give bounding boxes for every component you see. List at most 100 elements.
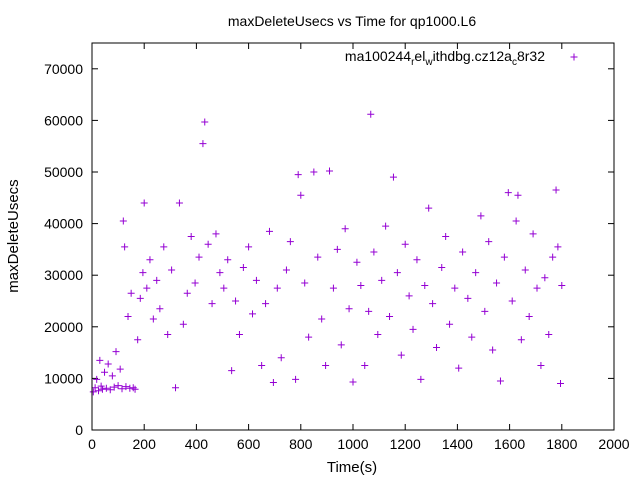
data-point xyxy=(110,383,118,391)
data-point xyxy=(472,269,480,277)
data-point xyxy=(442,233,450,240)
data-point xyxy=(164,331,172,339)
data-point xyxy=(249,310,257,318)
x-tick-label: 1200 xyxy=(390,436,421,452)
x-tick-label: 1000 xyxy=(337,436,368,452)
data-point xyxy=(386,312,394,320)
data-point xyxy=(301,279,309,287)
data-point xyxy=(504,189,512,197)
data-point xyxy=(481,307,489,315)
data-point xyxy=(322,362,330,369)
data-point xyxy=(294,171,302,179)
data-point xyxy=(91,384,99,392)
data-point xyxy=(134,336,142,344)
legend-marker-symbol xyxy=(570,53,578,61)
y-tick-label: 0 xyxy=(75,422,83,438)
data-point xyxy=(361,362,369,369)
data-point xyxy=(496,377,504,385)
data-point xyxy=(265,227,273,235)
data-point xyxy=(216,269,224,277)
data-point xyxy=(235,331,243,339)
data-point xyxy=(96,356,104,364)
data-point xyxy=(160,243,168,251)
data-point xyxy=(393,269,401,277)
data-point xyxy=(477,212,485,220)
data-point xyxy=(208,300,216,308)
data-point xyxy=(146,256,154,264)
data-point xyxy=(195,253,203,261)
data-point xyxy=(262,300,270,308)
data-point xyxy=(118,385,126,393)
data-point xyxy=(212,230,220,238)
data-point xyxy=(349,378,357,386)
data-point xyxy=(114,382,122,390)
x-tick-label: 800 xyxy=(289,436,313,452)
data-point xyxy=(333,245,341,253)
data-point xyxy=(556,380,564,388)
data-point xyxy=(127,289,135,297)
data-point xyxy=(382,222,390,230)
data-point xyxy=(224,256,232,264)
x-axis-label: Time(s) xyxy=(327,459,377,476)
data-point xyxy=(464,294,472,302)
data-point xyxy=(220,284,228,292)
data-point xyxy=(310,168,318,176)
y-axis-label: maxDeleteUsecs xyxy=(5,179,22,292)
data-point xyxy=(153,276,161,284)
data-point xyxy=(297,191,305,199)
data-point xyxy=(292,375,300,383)
data-point xyxy=(397,351,405,359)
data-point xyxy=(413,256,421,264)
data-point xyxy=(140,199,148,207)
x-tick-label: 1400 xyxy=(442,436,473,452)
data-point xyxy=(425,204,433,212)
chart-title: maxDeleteUsecs vs Time for qp1000.L6 xyxy=(228,13,476,29)
data-point xyxy=(273,284,281,292)
data-point xyxy=(93,375,101,383)
data-point xyxy=(326,167,334,175)
data-point xyxy=(282,266,290,274)
data-point xyxy=(378,276,386,284)
data-point xyxy=(401,240,409,248)
x-tick-label: 0 xyxy=(88,436,96,452)
data-point xyxy=(337,341,345,349)
data-point xyxy=(558,282,566,290)
data-point xyxy=(143,284,151,292)
data-point xyxy=(329,284,337,292)
data-point xyxy=(405,292,413,300)
data-point xyxy=(168,266,176,274)
data-point xyxy=(116,365,124,373)
data-point xyxy=(370,248,378,256)
data-point xyxy=(121,243,129,251)
data-point xyxy=(438,263,446,271)
data-point xyxy=(374,331,382,339)
data-point xyxy=(126,384,134,392)
data-point xyxy=(104,360,112,368)
data-point xyxy=(409,325,417,333)
data-point xyxy=(545,331,553,339)
legend-label: ma100244relwithdbg.cz12ac8r32 xyxy=(345,48,545,68)
data-point xyxy=(277,354,285,362)
data-point xyxy=(286,238,294,246)
data-point xyxy=(98,385,106,393)
data-point xyxy=(451,284,459,292)
data-point xyxy=(122,383,130,391)
data-point xyxy=(508,297,516,305)
data-point xyxy=(367,110,375,118)
data-point xyxy=(417,375,425,383)
data-point xyxy=(108,372,116,380)
data-point xyxy=(429,300,437,308)
plot-frame xyxy=(91,42,615,431)
data-point xyxy=(204,240,212,248)
y-tick-label: 20000 xyxy=(44,319,83,335)
data-point xyxy=(187,233,195,240)
data-point xyxy=(136,294,144,302)
data-point xyxy=(179,320,187,328)
data-point xyxy=(459,248,467,256)
data-point xyxy=(353,258,361,266)
x-tick-label: 1800 xyxy=(546,436,577,452)
data-point xyxy=(345,305,353,313)
data-point xyxy=(421,282,429,290)
data-point xyxy=(269,379,277,387)
